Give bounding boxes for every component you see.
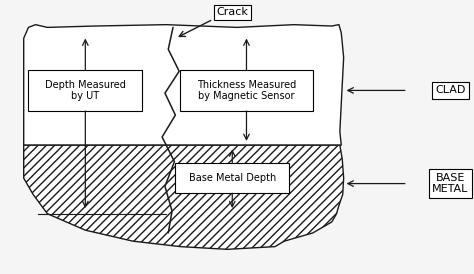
Polygon shape <box>24 145 344 249</box>
FancyBboxPatch shape <box>175 163 289 193</box>
Text: BASE
METAL: BASE METAL <box>432 173 468 194</box>
Text: Depth Measured
by UT: Depth Measured by UT <box>45 80 126 101</box>
Text: Thickness Measured
by Magnetic Sensor: Thickness Measured by Magnetic Sensor <box>197 80 296 101</box>
FancyBboxPatch shape <box>180 70 313 111</box>
Polygon shape <box>24 25 344 145</box>
Text: Crack: Crack <box>216 7 248 17</box>
FancyBboxPatch shape <box>28 70 142 111</box>
Text: Base Metal Depth: Base Metal Depth <box>189 173 276 183</box>
Text: CLAD: CLAD <box>435 85 465 95</box>
